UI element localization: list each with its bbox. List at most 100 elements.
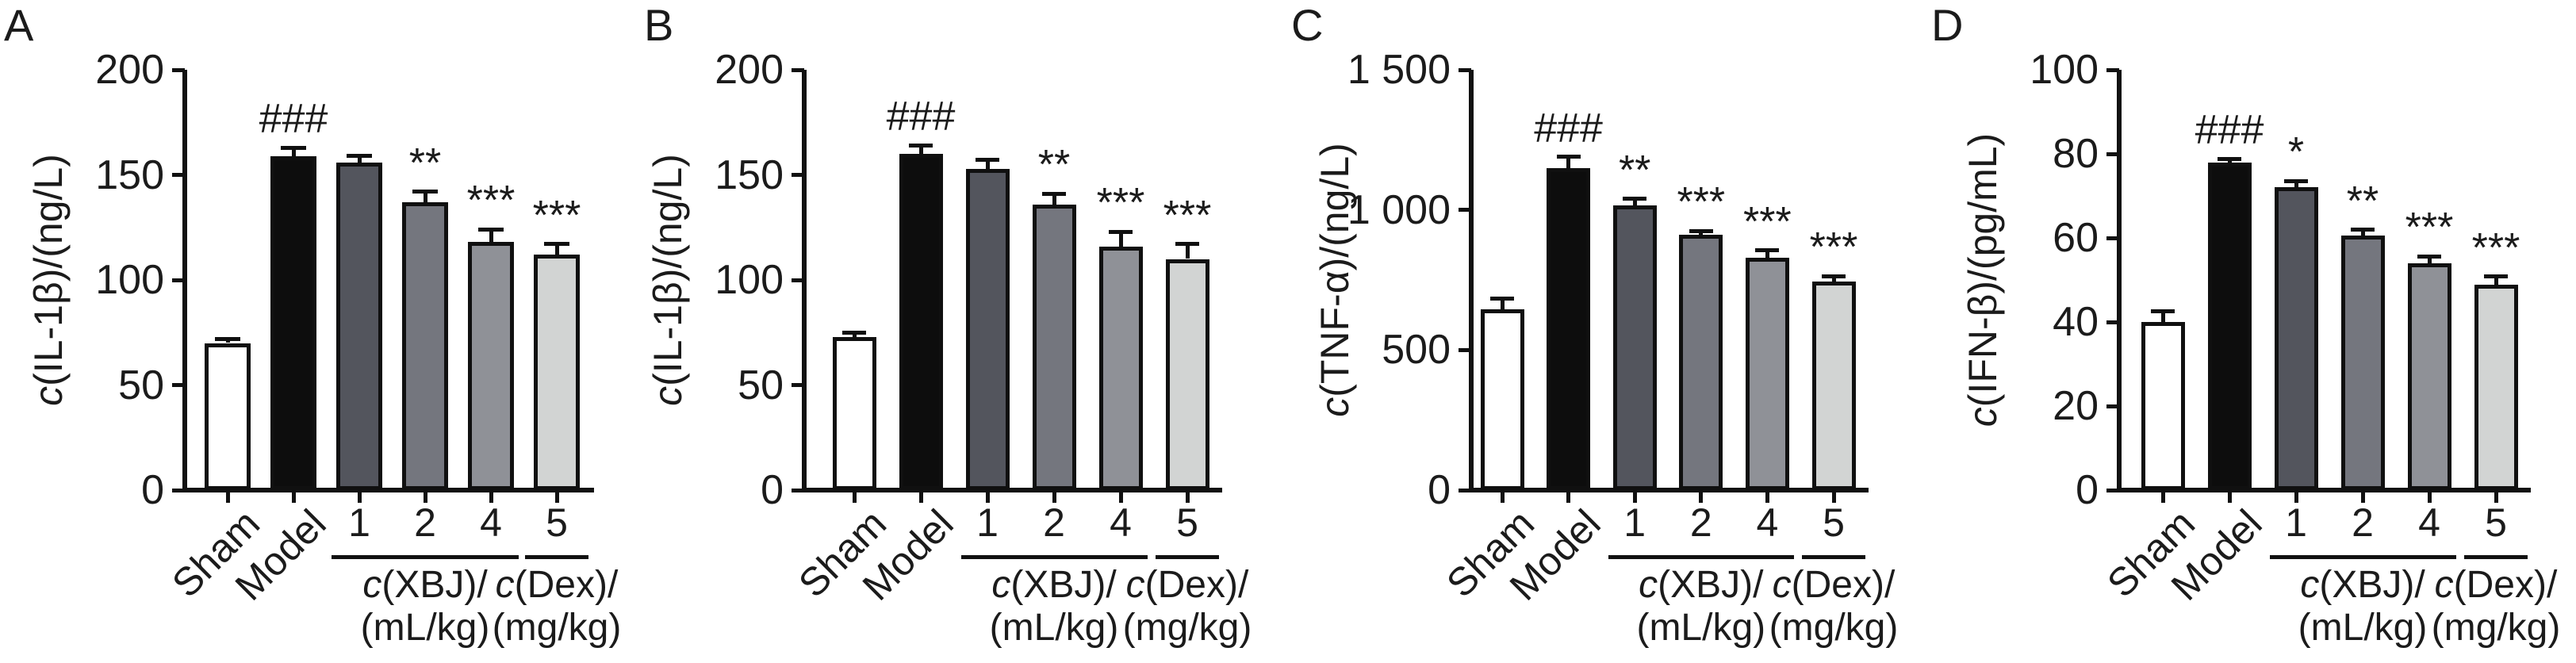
dex-group-unit: (mg/kg) [1122, 607, 1252, 649]
x-tick-mark [554, 492, 559, 503]
dex-group-label-symbol: c [495, 564, 515, 606]
bar-4 [1098, 246, 1143, 490]
x-label-dose: 2 [2352, 500, 2374, 545]
xbj-group-underline [332, 555, 519, 559]
bar-model [2207, 162, 2252, 490]
bar-5 [2474, 285, 2518, 490]
error-bar-cap [478, 227, 504, 232]
bar-sham [1480, 309, 1524, 490]
bar-2 [1032, 204, 1076, 490]
x-tick-mark [852, 492, 857, 503]
error-bar [2427, 256, 2432, 263]
xbj-group-label-text: (XBJ)/ [1658, 564, 1764, 606]
xbj-group-label: c(XBJ)/ [282, 565, 568, 606]
x-label-dose: 5 [1823, 500, 1845, 545]
x-tick-mark [918, 492, 923, 503]
y-tick-label: 100 [715, 257, 784, 303]
bar-2 [2340, 236, 2385, 490]
x-axis-line [2117, 488, 2531, 492]
sig-marker: ** [2346, 178, 2379, 224]
x-label-dose: 4 [480, 500, 502, 545]
dex-group-unit: (mg/kg) [2431, 607, 2561, 649]
bar-sham [832, 336, 876, 490]
y-tick-label: 60 [2053, 215, 2099, 261]
x-label-dose: 2 [414, 500, 436, 545]
bar-1 [1612, 205, 1657, 490]
y-tick-mark [172, 278, 185, 282]
y-tick-mark [1459, 488, 1471, 492]
error-bar [1765, 250, 1769, 258]
error-bar-cap [1822, 274, 1846, 278]
bar-5 [534, 255, 580, 490]
y-tick-label: 50 [738, 362, 784, 408]
xbj-group-label-symbol: c [1639, 564, 1658, 606]
y-axis-label: c(TNF-α)/(ng/L) [1313, 143, 1357, 417]
y-axis-line [182, 70, 187, 492]
y-axis-line [1469, 70, 1474, 492]
error-bar [2294, 181, 2298, 188]
y-tick-mark [792, 67, 804, 72]
bar-1 [2274, 187, 2318, 490]
x-label-dose: 5 [1176, 500, 1198, 545]
x-tick-mark [1765, 492, 1769, 503]
y-tick-mark [792, 383, 804, 387]
y-tick-mark [172, 383, 185, 387]
y-tick-label: 100 [2030, 47, 2099, 93]
sig-marker: *** [1677, 179, 1726, 226]
y-tick-mark [2106, 404, 2119, 408]
bar-5 [1811, 281, 1856, 490]
error-bar-cap [1109, 229, 1133, 234]
dex-group-underline [1156, 555, 1219, 559]
y-tick-mark [1459, 347, 1471, 352]
dex-group-unit: (mg/kg) [492, 607, 622, 649]
bar-sham [2141, 322, 2185, 490]
x-tick-mark [357, 492, 362, 503]
y-tick-mark [2106, 67, 2119, 72]
sig-marker: ** [1037, 142, 1071, 189]
xbj-group-label-text: (XBJ)/ [2319, 564, 2425, 606]
y-axis-line [802, 70, 807, 492]
y-tick-label: 100 [95, 257, 164, 303]
error-bar-cap [544, 242, 569, 247]
y-tick-mark [172, 488, 185, 492]
bar-5 [1165, 259, 1209, 490]
error-bar [1831, 276, 1836, 282]
y-tick-mark [1459, 208, 1471, 213]
xbj-group-label: c(XBJ)/ [911, 565, 1197, 606]
sig-marker: *** [1096, 180, 1145, 227]
x-label-dose: 4 [1756, 500, 1779, 545]
error-bar-cap [2218, 156, 2241, 161]
x-label-dose: 1 [2285, 500, 2307, 545]
dex-group-label-text: (Dex)/ [514, 564, 619, 606]
sig-marker: *** [466, 178, 516, 224]
error-bar [489, 229, 493, 243]
error-bar-cap [842, 330, 866, 335]
sig-marker: *** [532, 192, 581, 239]
y-tick-mark [2106, 236, 2119, 240]
xbj-group-underline [960, 555, 1148, 559]
sig-marker: *** [1163, 192, 1212, 239]
error-bar-cap [1490, 297, 1514, 301]
y-tick-label: 1 000 [1347, 186, 1451, 233]
error-bar-cap [1556, 155, 1581, 159]
sig-marker: ### [1534, 105, 1603, 151]
y-tick-label: 200 [95, 47, 164, 93]
error-bar-cap [1689, 228, 1713, 233]
error-bar [1052, 194, 1056, 205]
sig-marker: ** [408, 140, 442, 186]
error-bar-cap [976, 158, 999, 163]
error-bar [2494, 276, 2498, 286]
x-axis-line [802, 488, 1222, 492]
xbj-group-label-text: (XBJ)/ [1010, 564, 1117, 606]
x-axis-line [182, 488, 594, 492]
x-tick-mark [1185, 492, 1190, 503]
x-axis-line [1469, 488, 1869, 492]
sig-marker: * [2287, 129, 2305, 176]
error-bar-cap [347, 154, 372, 159]
x-tick-mark [1052, 492, 1056, 503]
x-label-dose: 1 [976, 500, 999, 545]
y-tick-mark [792, 173, 804, 177]
xbj-group-label-symbol: c [2300, 564, 2320, 606]
error-bar [554, 243, 559, 255]
y-tick-label: 0 [1428, 467, 1451, 513]
